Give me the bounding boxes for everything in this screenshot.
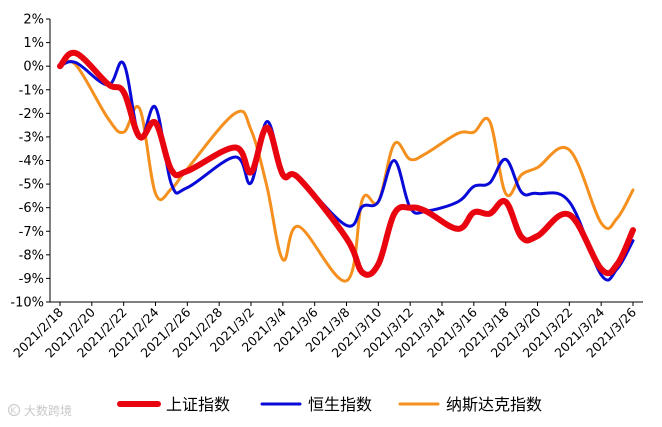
legend: 上证指数 恒生指数 纳斯达克指数 <box>117 395 542 414</box>
y-tick-label: -6% <box>19 201 44 216</box>
y-tick-label: -2% <box>19 107 44 122</box>
watermark-logo-icon: K <box>7 403 21 417</box>
y-tick-label: 1% <box>23 36 44 51</box>
y-tick-label: -10% <box>10 296 44 311</box>
legend-label-0: 上证指数 <box>166 395 230 414</box>
y-tick-label: -5% <box>19 178 44 193</box>
y-tick-label: -1% <box>19 83 44 98</box>
y-tick-label: 0% <box>23 60 44 75</box>
watermark: K 大数跨境 <box>7 403 72 418</box>
series-lines <box>57 49 636 283</box>
x-axis: 2021/2/182021/2/202021/2/222021/2/242021… <box>10 301 643 360</box>
y-tick-label: -9% <box>19 272 44 287</box>
svg-text:K: K <box>10 407 17 417</box>
y-tick-label: -3% <box>19 130 44 145</box>
y-tick-label: -4% <box>19 154 44 169</box>
legend-label-1: 恒生指数 <box>308 395 372 414</box>
y-tick-label: -8% <box>19 248 44 263</box>
watermark-text: 大数跨境 <box>24 403 72 418</box>
y-tick-label: 2% <box>23 13 44 28</box>
series-line-2 <box>58 59 635 283</box>
legend-label-2: 纳斯达克指数 <box>446 395 542 414</box>
y-tick-label: -7% <box>19 225 44 240</box>
series-line-1 <box>58 60 635 282</box>
series-line-0 <box>57 49 636 278</box>
y-axis: 2% 1% 0% -1% -2% -3% -4% -5% -6% -7% -8% -9% -10% <box>10 13 51 311</box>
